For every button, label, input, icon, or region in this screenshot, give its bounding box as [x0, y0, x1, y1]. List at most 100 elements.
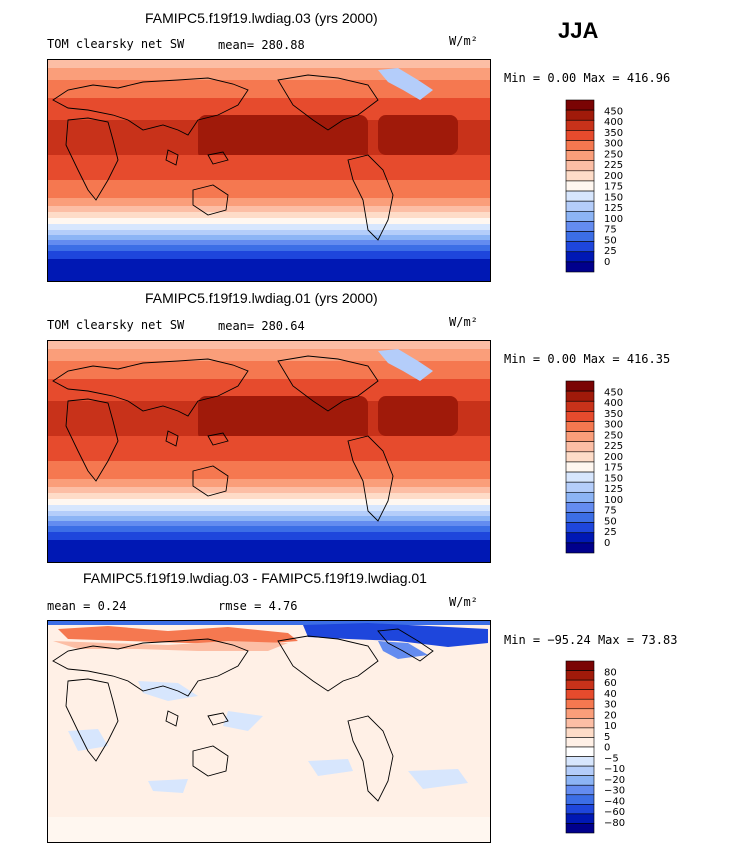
- panel1-colorbar-label: 150: [604, 192, 623, 203]
- panel3-min-value: −95.24: [547, 633, 591, 647]
- panel2-colorbar-swatch: [565, 532, 595, 544]
- panel2-colorbar-label: 50: [604, 516, 617, 527]
- panel1-colorbar-label: 450: [604, 106, 623, 117]
- panel2-title: FAMIPC5.f19f19.lwdiag.01 (yrs 2000): [145, 290, 378, 306]
- panel2-colorbar-label: 125: [604, 484, 623, 495]
- panel3-mean-value: 0.24: [97, 599, 127, 613]
- panel2-max-value: 416.35: [626, 352, 671, 366]
- panel1-colorbar-swatch: [565, 210, 595, 222]
- panel1-colorbar-swatch: [565, 160, 595, 172]
- panel1-colorbar-label: 0: [604, 257, 610, 268]
- panel1-colorbar-swatch: [565, 241, 595, 253]
- panel2-map: [47, 340, 491, 563]
- panel2-colorbar-swatch: [565, 471, 595, 483]
- panel3-colorbar-swatch: [565, 804, 595, 815]
- panel1-colorbar-label: 225: [604, 160, 623, 171]
- panel3-colorbar-label: 80: [604, 667, 617, 678]
- panel3-colorbar-swatch: [565, 660, 595, 671]
- panel2-colorbar-swatch: [565, 542, 595, 554]
- panel3-colorbar-swatch: [565, 813, 595, 824]
- panel3-colorbar-label: 5: [604, 732, 610, 743]
- panel1-colorbar-swatch: [565, 221, 595, 232]
- panel2-colorbar-swatch: [565, 380, 595, 392]
- panel1-colorbar-label: 300: [604, 139, 623, 150]
- panel3-minmax: Min = −95.24 Max = 73.83: [504, 633, 677, 647]
- panel1-colorbar-swatch: [565, 109, 595, 121]
- panel3-colorbar-label: −5: [604, 753, 619, 764]
- panel3-max-value: 73.83: [641, 633, 678, 647]
- panel1-colorbar-label: 200: [604, 171, 623, 182]
- panel1-colorbar-swatch: [565, 130, 595, 141]
- panel1-map-field: [48, 60, 490, 281]
- panel2-mean-label: mean=: [218, 319, 255, 333]
- panel3-colorbar-swatch: [565, 775, 595, 786]
- panel2-colorbar-label: 200: [604, 452, 623, 463]
- panel1-max-label: Max =: [583, 71, 620, 85]
- panel1-colorbar-swatch: [565, 261, 595, 273]
- panel1-colorbar-swatch: [565, 180, 595, 192]
- panel3-colorbar-swatch: [565, 784, 595, 796]
- panel2-colorbar-swatch: [565, 390, 595, 402]
- panel3-colorbar-swatch: [565, 794, 595, 805]
- panel3-colorbar-swatch: [565, 765, 595, 776]
- panel1-mean-label: mean=: [218, 38, 255, 52]
- panel2-colorbar-swatch: [565, 451, 595, 463]
- panel3-units: W/m²: [449, 595, 478, 609]
- panel2-colorbar-label: 25: [604, 527, 617, 538]
- panel1-colorbar-label: 350: [604, 128, 623, 139]
- panel1-colorbar-label: 250: [604, 149, 623, 160]
- panel3-max-label: Max =: [597, 633, 635, 647]
- panel1-colorbar-swatch: [565, 99, 595, 111]
- panel2-map-field: [48, 341, 490, 562]
- panel3-colorbar-swatch: [565, 689, 595, 700]
- panel3-colorbar-swatch: [565, 670, 595, 681]
- panel3-map-field: [48, 621, 490, 842]
- panel2-colorbar-swatch: [565, 461, 595, 473]
- panel3-colorbar-label: 40: [604, 689, 617, 700]
- panel2-colorbar-label: 0: [604, 538, 610, 549]
- panel3-colorbar-swatch: [565, 756, 595, 767]
- panel1-colorbar: 450 400 350 300 250 225 200 175 150 125 100 75 50 25 0: [565, 99, 646, 276]
- panel1-minmax: Min = 0.00 Max = 416.96: [504, 71, 670, 85]
- panel3-colorbar-label: −40: [604, 796, 625, 807]
- panel2-colorbar-label: 450: [604, 387, 623, 398]
- panel1-colorbar-swatch: [565, 231, 595, 242]
- panel2-colorbar-label: 175: [604, 463, 623, 474]
- panel1-colorbar-swatch: [565, 190, 595, 202]
- panel3-colorbar-label: 20: [604, 710, 617, 721]
- panel3-colorbar-swatch: [565, 679, 595, 690]
- panel2-units: W/m²: [449, 315, 478, 329]
- panel2-mean-value: 280.64: [261, 319, 305, 333]
- panel3-colorbar-label: −20: [604, 775, 625, 786]
- panel3-rmse-label: rmse =: [218, 599, 262, 613]
- panel1-field-label: TOM clearsky net SW: [47, 37, 185, 51]
- panel3-map: [47, 620, 491, 843]
- panel3-colorbar-label: −60: [604, 807, 625, 818]
- panel1-units: W/m²: [449, 34, 478, 48]
- panel1-colorbar-label: 100: [604, 214, 623, 225]
- panel3-colorbar: 80 60 40 30 20 10 5 0 −5 −10 −20 −30 −40 −60 −80: [565, 660, 646, 837]
- panel1-colorbar-label: 75: [604, 225, 617, 236]
- panel2-colorbar-label: 400: [604, 398, 623, 409]
- panel3-mean: mean = 0.24: [47, 599, 127, 613]
- panel3-mean-label: mean =: [47, 599, 91, 613]
- panel2-colorbar: 450 400 350 300 250 225 200 175 150 125 100 75 50 25 0: [565, 380, 646, 557]
- panel3-colorbar-swatch: [565, 708, 595, 719]
- panel1-colorbar-label: 175: [604, 182, 623, 193]
- panel1-colorbar-label: 25: [604, 246, 617, 257]
- panel3-colorbar-label: −80: [604, 818, 625, 829]
- panel2-colorbar-swatch: [565, 512, 595, 523]
- panel3-colorbar-swatch: [565, 698, 595, 710]
- panel2-colorbar-swatch: [565, 522, 595, 534]
- panel1-colorbar-swatch: [565, 251, 595, 263]
- panel2-colorbar-swatch: [565, 491, 595, 503]
- panel1-colorbar-label: 400: [604, 117, 623, 128]
- panel2-field-label: TOM clearsky net SW: [47, 318, 185, 332]
- panel1-colorbar-swatch: [565, 170, 595, 182]
- panel3-colorbar-swatch: [565, 727, 595, 738]
- panel3-colorbar-label: −30: [604, 786, 625, 797]
- panel2-colorbar-swatch: [565, 502, 595, 513]
- panel1-colorbar-label: 50: [604, 235, 617, 246]
